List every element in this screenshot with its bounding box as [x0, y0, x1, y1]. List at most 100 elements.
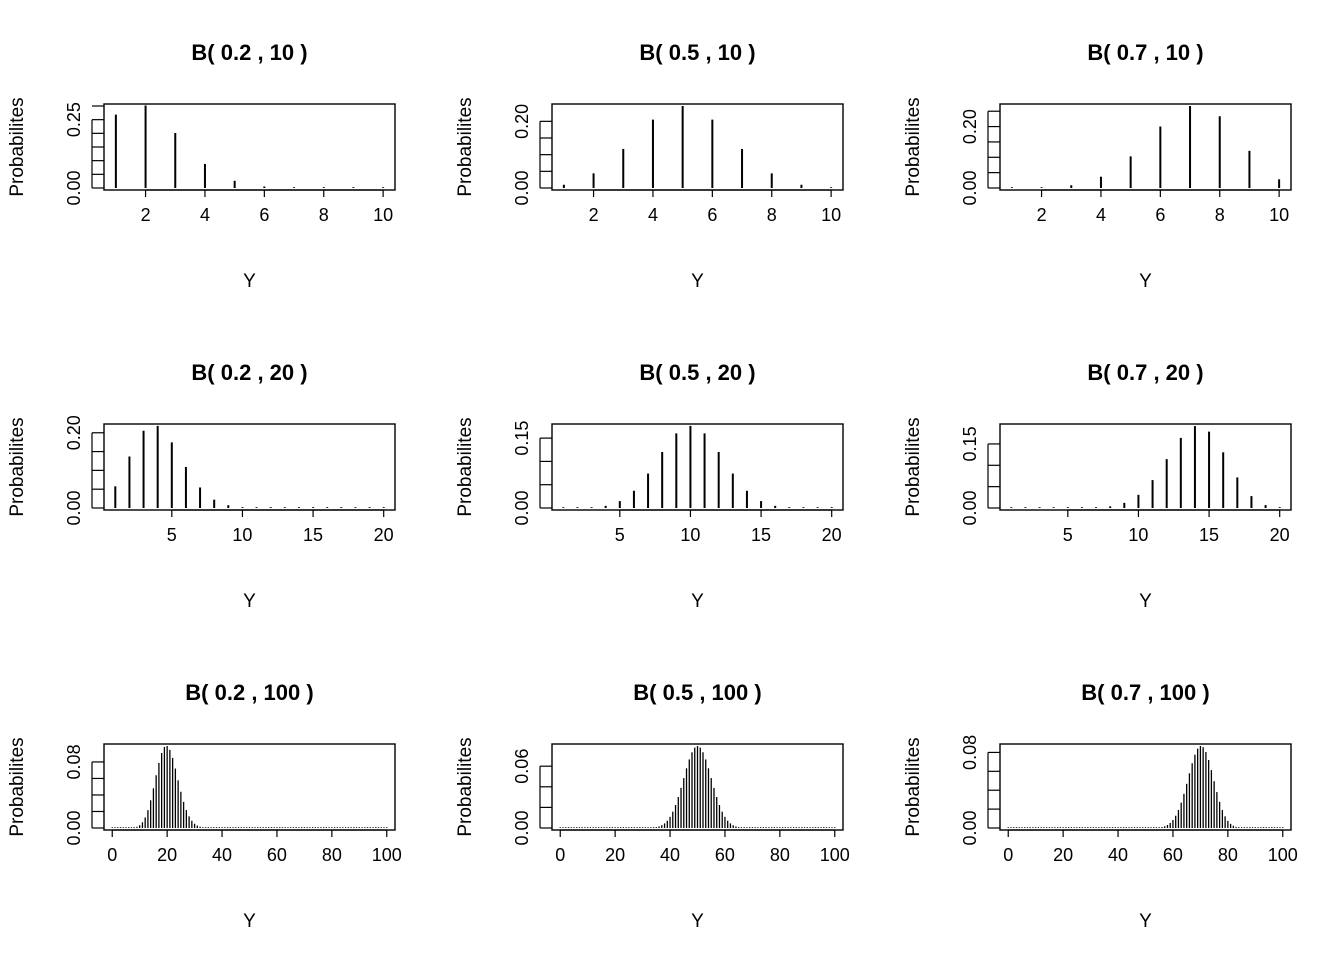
- chart-title: B( 0.2 , 10 ): [191, 40, 307, 65]
- x-tick-label: 5: [167, 525, 177, 545]
- plot-frame: [103, 103, 396, 191]
- y-axis-label: Probabilites: [455, 97, 476, 196]
- x-tick-label: 0: [107, 845, 117, 865]
- chart-panel-4: B( 0.2 , 20 ) 5 10 15 20 0.00 0.20 Y Probabilite…: [7, 360, 396, 612]
- x-tick-label: 6: [259, 205, 269, 225]
- x-tick-label: 60: [267, 845, 287, 865]
- chart-title: B( 0.5 , 20 ): [639, 360, 755, 385]
- x-axis-label: Y: [243, 271, 256, 292]
- x-tick-label: 60: [1163, 845, 1183, 865]
- x-tick-label: 100: [1268, 845, 1298, 865]
- chart-title: B( 0.7 , 20 ): [1087, 360, 1203, 385]
- y-tick-label: 0.00: [960, 490, 980, 525]
- plot-frame: [551, 103, 844, 191]
- x-tick-label: 5: [1063, 525, 1073, 545]
- x-axis-label: Y: [691, 591, 704, 612]
- y-tick-label: 0.06: [512, 749, 532, 784]
- x-tick-label: 20: [374, 525, 394, 545]
- plot-frame: [999, 423, 1292, 511]
- x-tick-label: 100: [820, 845, 850, 865]
- x-tick-label: 4: [200, 205, 210, 225]
- x-tick-label: 20: [1053, 845, 1073, 865]
- x-tick-label: 8: [1215, 205, 1225, 225]
- x-tick-label: 100: [372, 845, 402, 865]
- x-tick-label: 60: [715, 845, 735, 865]
- x-tick-label: 80: [1218, 845, 1238, 865]
- x-tick-label: 5: [615, 525, 625, 545]
- y-tick-label: 0.15: [512, 421, 532, 456]
- x-tick-label: 10: [1269, 205, 1289, 225]
- chart-panel-5: B( 0.5 , 20 ) 5 10 15 20 0.00 0.15 Y Probabilite…: [455, 360, 844, 612]
- plot-frame: [999, 743, 1292, 831]
- x-axis-label: Y: [243, 911, 256, 932]
- y-tick-label: 0.20: [512, 104, 532, 139]
- y-tick-label: 0.00: [512, 170, 532, 205]
- chart-title: B( 0.5 , 10 ): [639, 40, 755, 65]
- y-tick-label: 0.00: [64, 490, 84, 525]
- x-tick-label: 0: [1003, 845, 1013, 865]
- x-tick-label: 80: [322, 845, 342, 865]
- chart-title: B( 0.2 , 20 ): [191, 360, 307, 385]
- y-tick-label: 0.08: [64, 744, 84, 779]
- x-tick-label: 10: [821, 205, 841, 225]
- chart-panel-6: B( 0.7 , 20 ) 5 10 15 20 0.00 0.15 Y Probabilite…: [903, 360, 1292, 612]
- x-tick-label: 6: [707, 205, 717, 225]
- chart-panel-7: B( 0.2 , 100 ) 0 20 40 60 80 100 0.00 0.08 Y Proba…: [7, 680, 402, 932]
- x-tick-label: 2: [1037, 205, 1047, 225]
- x-tick-label: 10: [232, 525, 252, 545]
- x-axis-label: Y: [1139, 591, 1152, 612]
- x-tick-label: 4: [648, 205, 658, 225]
- y-tick-label: 0.08: [960, 735, 980, 770]
- chart-panel-3: B( 0.7 , 10 ) 2 4 6 8 10 0.00 0.20 Y Probabilites: [903, 40, 1292, 292]
- y-tick-label: 0.00: [64, 810, 84, 845]
- y-tick-label: 0.20: [64, 415, 84, 450]
- x-tick-label: 2: [589, 205, 599, 225]
- x-tick-label: 10: [680, 525, 700, 545]
- x-tick-label: 40: [660, 845, 680, 865]
- chart-panel-1: B( 0.2 , 10 ) 2 4 6 8 10 0.00 0.25 Y Probabilites: [7, 40, 396, 292]
- x-tick-label: 15: [1199, 525, 1219, 545]
- x-tick-label: 10: [373, 205, 393, 225]
- y-axis-label: Probabilites: [455, 417, 476, 516]
- x-tick-label: 8: [767, 205, 777, 225]
- x-axis-label: Y: [1139, 911, 1152, 932]
- x-tick-label: 80: [770, 845, 790, 865]
- y-tick-label: 0.00: [512, 810, 532, 845]
- plot-frame: [551, 423, 844, 511]
- x-axis-label: Y: [691, 911, 704, 932]
- x-axis-label: Y: [691, 271, 704, 292]
- y-axis-label: Probabilites: [903, 97, 924, 196]
- x-tick-label: 4: [1096, 205, 1106, 225]
- x-tick-label: 20: [1270, 525, 1290, 545]
- plot-frame: [999, 103, 1292, 191]
- x-tick-label: 10: [1128, 525, 1148, 545]
- y-axis-label: Probabilites: [903, 737, 924, 836]
- x-axis-label: Y: [1139, 271, 1152, 292]
- chart-title: B( 0.7 , 10 ): [1087, 40, 1203, 65]
- x-tick-label: 15: [303, 525, 323, 545]
- chart-title: B( 0.7 , 100 ): [1081, 680, 1209, 705]
- y-axis-label: Probabilites: [903, 417, 924, 516]
- x-tick-label: 40: [1108, 845, 1128, 865]
- y-axis-label: Probabilites: [7, 97, 28, 196]
- x-tick-label: 8: [319, 205, 329, 225]
- x-axis-label: Y: [243, 591, 256, 612]
- y-axis-label: Probabilites: [455, 737, 476, 836]
- x-tick-label: 40: [212, 845, 232, 865]
- chart-title: B( 0.5 , 100 ): [633, 680, 761, 705]
- y-tick-label: 0.00: [960, 810, 980, 845]
- y-tick-label: 0.20: [960, 109, 980, 144]
- chart-title: B( 0.2 , 100 ): [185, 680, 313, 705]
- x-tick-label: 20: [157, 845, 177, 865]
- y-tick-label: 0.25: [64, 102, 84, 137]
- x-tick-label: 20: [605, 845, 625, 865]
- y-tick-label: 0.15: [960, 426, 980, 461]
- y-tick-label: 0.00: [64, 170, 84, 205]
- y-axis-label: Probabilites: [7, 417, 28, 516]
- x-tick-label: 6: [1155, 205, 1165, 225]
- y-tick-label: 0.00: [512, 490, 532, 525]
- chart-panel-9: B( 0.7 , 100 ) 0 20 40 60 80 100 0.00 0.08 Y Proba…: [903, 680, 1298, 932]
- x-tick-label: 2: [141, 205, 151, 225]
- x-tick-label: 15: [751, 525, 771, 545]
